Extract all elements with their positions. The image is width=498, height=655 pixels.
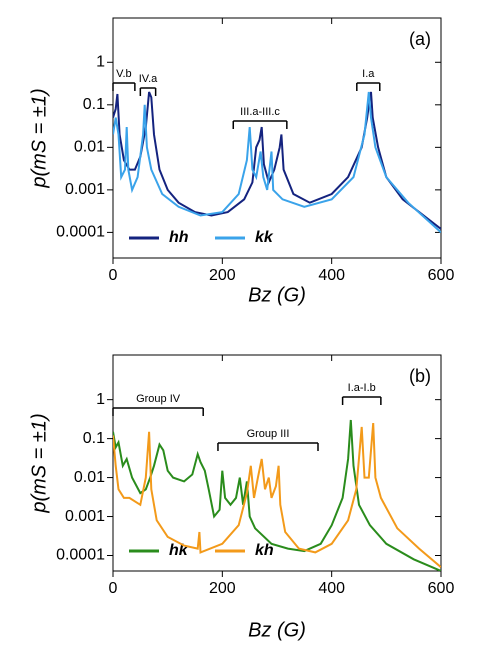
annotation: I.a bbox=[362, 68, 375, 80]
panel-label: (a) bbox=[409, 29, 431, 49]
x-tick-label: 600 bbox=[428, 580, 455, 597]
x-tick-label: 200 bbox=[209, 267, 236, 284]
y-tick-label: 0.01 bbox=[74, 469, 105, 486]
legend-label: hk bbox=[169, 542, 189, 559]
annotation: Group IV bbox=[136, 393, 181, 405]
series-line bbox=[113, 423, 441, 568]
panel: 0 200 400 600 1 0.1 0.01 0.001 0.0001 Bz (G) p(mS … bbox=[28, 17, 455, 306]
x-axis-label: Bz (G) bbox=[248, 284, 306, 306]
x-tick-label: 600 bbox=[428, 267, 455, 284]
y-axis-label: p(mS = ±1) bbox=[28, 88, 50, 188]
y-tick-label: 0.1 bbox=[83, 430, 105, 447]
y-tick-label: 0.1 bbox=[83, 96, 105, 113]
series-line bbox=[113, 91, 441, 234]
x-tick-label: 0 bbox=[109, 267, 118, 284]
y-axis-label: p(mS = ±1) bbox=[28, 413, 50, 513]
x-tick-label: 400 bbox=[318, 580, 345, 597]
y-tick-label: 0.01 bbox=[74, 139, 105, 156]
panel-label: (b) bbox=[409, 366, 431, 386]
x-tick-label: 400 bbox=[318, 267, 345, 284]
y-tick-label: 1 bbox=[96, 391, 105, 408]
legend-label: kk bbox=[255, 229, 274, 246]
annotation: Group III bbox=[247, 428, 290, 440]
series-line bbox=[113, 419, 441, 571]
x-axis-label: Bz (G) bbox=[248, 619, 306, 641]
y-tick-label: 0.0001 bbox=[56, 224, 105, 241]
y-tick-label: 0.001 bbox=[65, 181, 105, 198]
annotation: I.a-I.b bbox=[348, 382, 376, 394]
annotation: IV.a bbox=[139, 73, 158, 85]
annotation: V.b bbox=[116, 68, 132, 80]
panel: 0 200 400 600 1 0.1 0.01 0.001 0.0001 Bz (G) p(mS … bbox=[28, 354, 455, 641]
plot-frame bbox=[112, 17, 442, 259]
y-tick-label: 1 bbox=[96, 54, 105, 71]
y-tick-label: 0.0001 bbox=[56, 547, 105, 564]
x-tick-label: 200 bbox=[209, 580, 236, 597]
x-tick-label: 0 bbox=[109, 580, 118, 597]
legend-label: kh bbox=[255, 542, 274, 559]
legend-label: hh bbox=[169, 229, 189, 246]
plot-frame bbox=[112, 354, 442, 572]
y-tick-label: 0.001 bbox=[65, 508, 105, 525]
annotation: III.a-III.c bbox=[240, 106, 280, 118]
